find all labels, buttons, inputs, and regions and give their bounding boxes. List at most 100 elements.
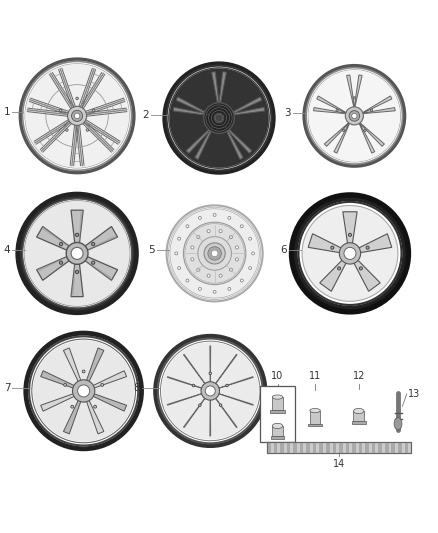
Circle shape <box>71 110 83 122</box>
Polygon shape <box>79 210 83 243</box>
Polygon shape <box>324 122 350 147</box>
Circle shape <box>205 386 215 396</box>
Bar <box>353 411 364 422</box>
Circle shape <box>178 266 180 270</box>
Text: 11: 11 <box>309 371 321 381</box>
Circle shape <box>198 237 231 270</box>
Polygon shape <box>167 393 202 405</box>
Circle shape <box>331 246 334 249</box>
Circle shape <box>175 252 178 255</box>
Polygon shape <box>86 348 104 383</box>
Bar <box>332 442 336 454</box>
Circle shape <box>336 109 338 111</box>
Text: 1: 1 <box>4 107 11 117</box>
Circle shape <box>75 233 79 237</box>
Circle shape <box>60 261 63 264</box>
Circle shape <box>302 206 398 301</box>
Circle shape <box>94 405 96 408</box>
Bar <box>280 442 284 454</box>
Circle shape <box>228 287 231 290</box>
Bar <box>306 442 310 454</box>
Polygon shape <box>173 107 210 116</box>
Polygon shape <box>41 371 76 389</box>
Circle shape <box>92 109 95 112</box>
Circle shape <box>230 236 233 239</box>
Text: 4: 4 <box>4 245 11 255</box>
Bar <box>267 442 271 454</box>
Circle shape <box>198 216 201 220</box>
Circle shape <box>207 230 210 233</box>
Circle shape <box>67 107 87 125</box>
Polygon shape <box>85 257 117 280</box>
Circle shape <box>198 287 201 290</box>
Circle shape <box>74 113 80 119</box>
Circle shape <box>228 216 231 220</box>
Ellipse shape <box>310 408 320 413</box>
Bar <box>287 442 290 454</box>
Ellipse shape <box>272 395 283 399</box>
Circle shape <box>213 214 216 216</box>
Bar <box>346 442 349 454</box>
Bar <box>398 442 402 454</box>
Circle shape <box>339 243 360 264</box>
Polygon shape <box>37 227 69 250</box>
Bar <box>272 397 283 410</box>
Circle shape <box>170 68 268 168</box>
Polygon shape <box>92 371 127 389</box>
Bar <box>293 442 297 454</box>
Polygon shape <box>37 257 67 271</box>
Bar <box>365 442 369 454</box>
Polygon shape <box>320 260 346 292</box>
Circle shape <box>219 404 222 407</box>
Polygon shape <box>228 107 265 116</box>
Circle shape <box>249 237 251 240</box>
Circle shape <box>215 114 223 122</box>
Polygon shape <box>308 234 342 253</box>
Circle shape <box>226 384 228 387</box>
Circle shape <box>76 97 78 100</box>
Polygon shape <box>92 393 127 411</box>
Circle shape <box>92 261 95 264</box>
Bar <box>308 424 322 426</box>
Bar <box>392 442 395 454</box>
Polygon shape <box>64 348 81 383</box>
Polygon shape <box>361 96 392 114</box>
Polygon shape <box>343 212 357 245</box>
Circle shape <box>240 279 243 282</box>
Circle shape <box>209 372 212 375</box>
Text: 14: 14 <box>333 458 345 469</box>
Bar <box>326 442 329 454</box>
Polygon shape <box>215 354 237 384</box>
Polygon shape <box>359 122 375 153</box>
Circle shape <box>309 70 400 161</box>
Polygon shape <box>228 97 262 116</box>
Circle shape <box>213 290 216 293</box>
Polygon shape <box>43 227 69 246</box>
Circle shape <box>197 236 200 239</box>
Circle shape <box>251 252 254 255</box>
Polygon shape <box>184 398 205 427</box>
Bar <box>352 422 366 424</box>
Polygon shape <box>317 96 347 114</box>
Polygon shape <box>85 260 112 280</box>
Circle shape <box>191 258 194 261</box>
Ellipse shape <box>272 423 283 429</box>
Circle shape <box>349 110 360 121</box>
Polygon shape <box>176 97 210 116</box>
Polygon shape <box>334 122 350 153</box>
Circle shape <box>366 246 369 249</box>
Polygon shape <box>218 377 253 389</box>
Polygon shape <box>71 264 75 297</box>
Circle shape <box>240 225 243 228</box>
Circle shape <box>162 342 259 440</box>
Bar <box>267 442 411 454</box>
Circle shape <box>201 382 219 400</box>
Circle shape <box>224 126 226 128</box>
Bar <box>271 437 284 439</box>
Polygon shape <box>86 399 104 434</box>
Circle shape <box>92 243 95 246</box>
Circle shape <box>218 106 220 108</box>
Text: 5: 5 <box>148 245 154 255</box>
Polygon shape <box>219 72 226 108</box>
Text: 12: 12 <box>353 371 365 381</box>
